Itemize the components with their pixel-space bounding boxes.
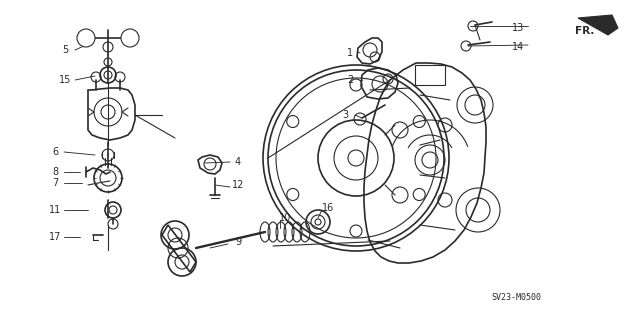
Polygon shape xyxy=(578,15,618,35)
Text: 17: 17 xyxy=(49,232,61,242)
Text: 16: 16 xyxy=(322,203,334,213)
Circle shape xyxy=(77,29,95,47)
Text: 10: 10 xyxy=(279,213,291,223)
Text: 15: 15 xyxy=(59,75,71,85)
Text: 9: 9 xyxy=(235,237,241,247)
Text: FR.: FR. xyxy=(575,26,595,36)
Circle shape xyxy=(121,29,139,47)
Text: 12: 12 xyxy=(232,180,244,190)
Text: 8: 8 xyxy=(52,167,58,177)
Text: 7: 7 xyxy=(52,178,58,188)
Text: 4: 4 xyxy=(235,157,241,167)
Text: 2: 2 xyxy=(347,75,353,85)
Text: 3: 3 xyxy=(342,110,348,120)
Text: 1: 1 xyxy=(347,48,353,58)
Text: 13: 13 xyxy=(512,23,524,33)
Text: 11: 11 xyxy=(49,205,61,215)
Text: SV23-M0500: SV23-M0500 xyxy=(491,293,541,302)
Text: 6: 6 xyxy=(52,147,58,157)
Text: 14: 14 xyxy=(512,42,524,52)
Text: 5: 5 xyxy=(62,45,68,55)
